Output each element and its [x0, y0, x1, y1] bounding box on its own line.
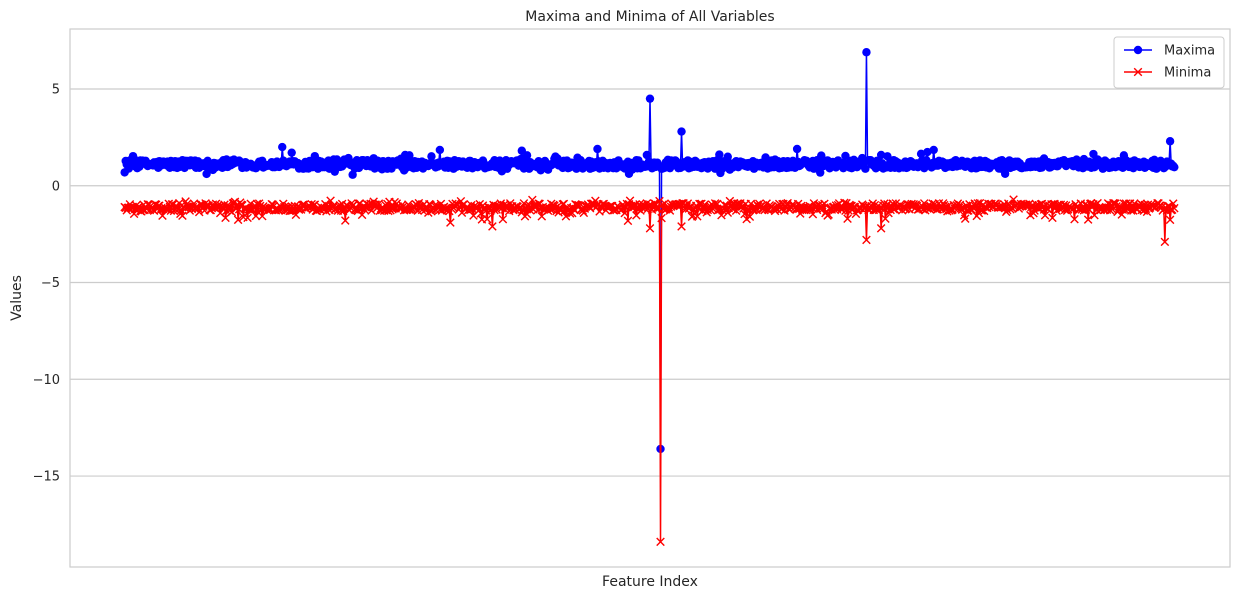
- data-point-min: [519, 199, 529, 208]
- data-point-min: [843, 214, 852, 223]
- data-point-min: [753, 201, 763, 211]
- data-point-min: [1029, 208, 1038, 218]
- data-point-max: [287, 148, 296, 157]
- data-point-min: [960, 214, 970, 223]
- data-point-max: [862, 48, 871, 57]
- data-point-max: [593, 144, 602, 154]
- data-point-min: [1170, 203, 1179, 213]
- data-point-min: [340, 216, 350, 225]
- data-point-min: [1165, 215, 1175, 225]
- data-point-min: [528, 195, 537, 205]
- data-point-min: [498, 214, 508, 224]
- data-point-max: [435, 145, 445, 155]
- y-tick-label: 0: [52, 179, 60, 194]
- data-point-min: [623, 216, 633, 226]
- data-point-min: [1083, 215, 1093, 224]
- legend: Maxima Minima: [1113, 36, 1225, 89]
- data-point-min: [644, 201, 654, 210]
- data-point-min: [677, 222, 686, 231]
- data-point-min: [387, 202, 396, 211]
- data-point-min: [1090, 210, 1099, 220]
- legend-item-minima: Minima: [1124, 66, 1211, 81]
- data-point-min: [178, 211, 187, 221]
- data-point-max: [522, 151, 532, 160]
- data-point-max: [1170, 162, 1179, 172]
- data-point-min: [442, 206, 452, 215]
- data-point-min: [840, 198, 849, 208]
- chart-title: Maxima and Minima of All Variables: [525, 9, 774, 25]
- data-point-min: [1070, 214, 1079, 224]
- y-ticks: 5 0 −5 −10 −15: [33, 82, 60, 484]
- legend-item-maxima: Maxima: [1124, 44, 1215, 59]
- y-tick-label: −10: [33, 373, 60, 388]
- data-point-min: [862, 235, 871, 245]
- x-axis-label: Feature Index: [602, 574, 698, 590]
- data-point-max: [929, 145, 938, 155]
- data-point-max: [916, 149, 926, 159]
- data-point-min: [326, 196, 335, 205]
- data-point-min: [735, 201, 744, 211]
- data-point-min: [1113, 207, 1122, 217]
- data-point-min: [881, 214, 890, 223]
- data-point-min: [973, 199, 983, 208]
- legend-label: Minima: [1164, 66, 1211, 81]
- y-tick-label: −15: [33, 470, 60, 485]
- data-point-max: [1165, 137, 1175, 146]
- data-point-max: [816, 168, 825, 177]
- legend-marker: [1133, 67, 1143, 77]
- data-point-min: [1002, 205, 1012, 215]
- data-point-max: [876, 150, 886, 160]
- data-point-max: [642, 150, 652, 160]
- data-point-max: [645, 94, 655, 103]
- data-point-max: [1000, 169, 1010, 178]
- data-point-max: [861, 164, 870, 173]
- data-point-min: [1048, 213, 1057, 223]
- data-point-min: [194, 207, 204, 217]
- data-point-max: [278, 142, 287, 152]
- data-point-min: [976, 206, 986, 215]
- data-point-min: [357, 210, 367, 220]
- data-point-min: [657, 213, 666, 223]
- data-point-min: [645, 224, 655, 233]
- data-point-min: [745, 212, 755, 222]
- data-point-min: [488, 222, 497, 231]
- y-tick-label: 5: [52, 82, 60, 97]
- series-layer: [120, 48, 1179, 547]
- data-point-min: [731, 206, 741, 216]
- data-point-max: [923, 147, 932, 157]
- legend-label: Maxima: [1164, 44, 1215, 59]
- data-point-min: [233, 215, 243, 225]
- y-tick-label: −5: [41, 276, 60, 291]
- series-minima: [120, 195, 1179, 547]
- data-point-max: [427, 152, 436, 161]
- data-point-min: [1160, 237, 1170, 247]
- gridlines: [70, 88, 1230, 477]
- data-point-max: [677, 127, 686, 136]
- legend-marker: [1133, 45, 1143, 55]
- data-point-min: [561, 212, 571, 221]
- data-point-min: [702, 207, 712, 217]
- series-maxima: [120, 48, 1179, 454]
- data-point-min: [656, 537, 665, 547]
- data-point-min: [243, 213, 252, 223]
- y-axis-label: Values: [9, 275, 25, 321]
- data-point-min: [1040, 211, 1050, 220]
- data-point-max: [792, 144, 802, 154]
- data-point-min: [876, 224, 886, 233]
- data-point-min: [482, 214, 492, 224]
- data-point-min: [374, 199, 384, 208]
- data-point-min: [446, 218, 455, 227]
- data-point-max: [715, 150, 724, 159]
- data-point-min: [1111, 199, 1120, 208]
- data-point-min: [158, 211, 167, 221]
